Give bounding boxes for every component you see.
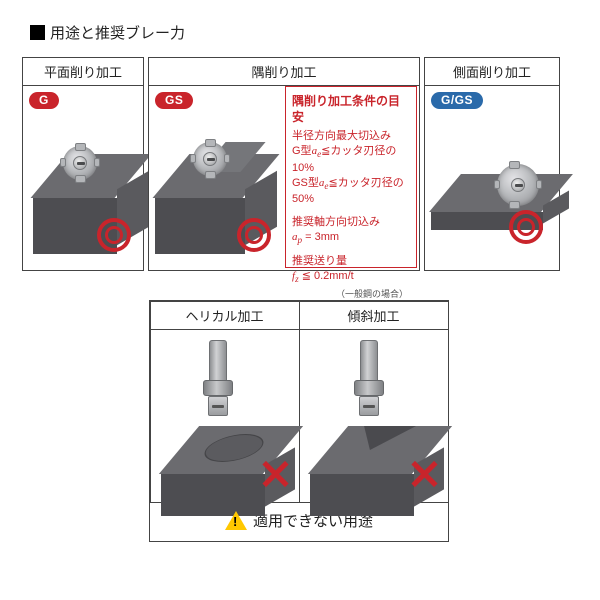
header-helical: ヘリカル加工	[151, 302, 299, 330]
ok-ring-icon	[509, 210, 543, 244]
cutter-face	[63, 146, 97, 180]
header-ramp: 傾斜加工	[300, 302, 448, 330]
col-corner-milling: 隅削り加工 GS 隅削り加工条件の目安 半径方向最大切込み G型ae≦カッタ刃径…	[148, 57, 420, 271]
header-face: 平面削り加工	[23, 58, 143, 86]
body-face: G	[23, 86, 143, 270]
tool-holder	[354, 380, 384, 396]
col-side-milling: 側面削り加工 G/GS	[424, 57, 560, 271]
body-ramp	[300, 330, 448, 502]
warning-icon	[225, 511, 247, 530]
cond-line-7: fz ≦ 0.2mm/t	[292, 269, 410, 286]
conditions-panel: 隅削り加工条件の目安 半径方向最大切込み G型ae≦カッタ刃径の10% GS型a…	[285, 86, 417, 268]
tool-end	[208, 396, 228, 416]
cond-line-5: ap = 3mm	[292, 230, 410, 247]
tool-shank	[360, 340, 378, 384]
not-applicable-panel: ヘリカル加工 傾斜加工	[149, 300, 449, 542]
header-side: 側面削り加工	[425, 58, 559, 86]
ok-ring-icon	[237, 218, 271, 252]
cond-line-2: G型ae≦カッタ刃径の10%	[292, 144, 410, 175]
cond-line-6: 推奨送り量	[292, 254, 410, 269]
ng-cross-icon	[261, 460, 289, 488]
badge-gs: GS	[155, 92, 193, 109]
col-ramp: 傾斜加工	[299, 301, 449, 503]
tool-holder	[203, 380, 233, 396]
cond-line-1: 半径方向最大切込み	[292, 129, 410, 144]
cond-title: 隅削り加工条件の目安	[292, 93, 410, 125]
tool-shank	[209, 340, 227, 384]
header-corner: 隅削り加工	[149, 58, 419, 86]
top-grid: 平面削り加工 G 隅削り加工 GS	[0, 57, 600, 271]
bullet-square	[30, 25, 45, 40]
cond-note: （一般鋼の場合）	[292, 288, 410, 300]
body-side: G/GS	[425, 86, 559, 270]
section-title: 用途と推奨ブレー力	[50, 22, 185, 43]
badge-ggs: G/GS	[431, 92, 483, 109]
cutter-side	[497, 164, 539, 206]
cond-line-3: GS型ae≦カッタ刃径の50%	[292, 176, 410, 207]
bot-row: ヘリカル加工 傾斜加工	[150, 301, 448, 502]
section-title-row: 用途と推奨ブレー力	[0, 0, 600, 57]
tool-end	[359, 396, 379, 416]
cond-line-4: 推奨軸方向切込み	[292, 215, 410, 230]
col-face-milling: 平面削り加工 G	[22, 57, 144, 271]
body-corner: GS 隅削り加工条件の目安 半径方向最大切込み G型ae≦カッタ刃径の10%	[149, 86, 419, 270]
body-helical	[151, 330, 299, 502]
ng-cross-icon	[410, 460, 438, 488]
col-helical: ヘリカル加工	[150, 301, 300, 503]
ok-ring-icon	[97, 218, 131, 252]
badge-g: G	[29, 92, 59, 109]
cutter-corner	[193, 142, 227, 176]
